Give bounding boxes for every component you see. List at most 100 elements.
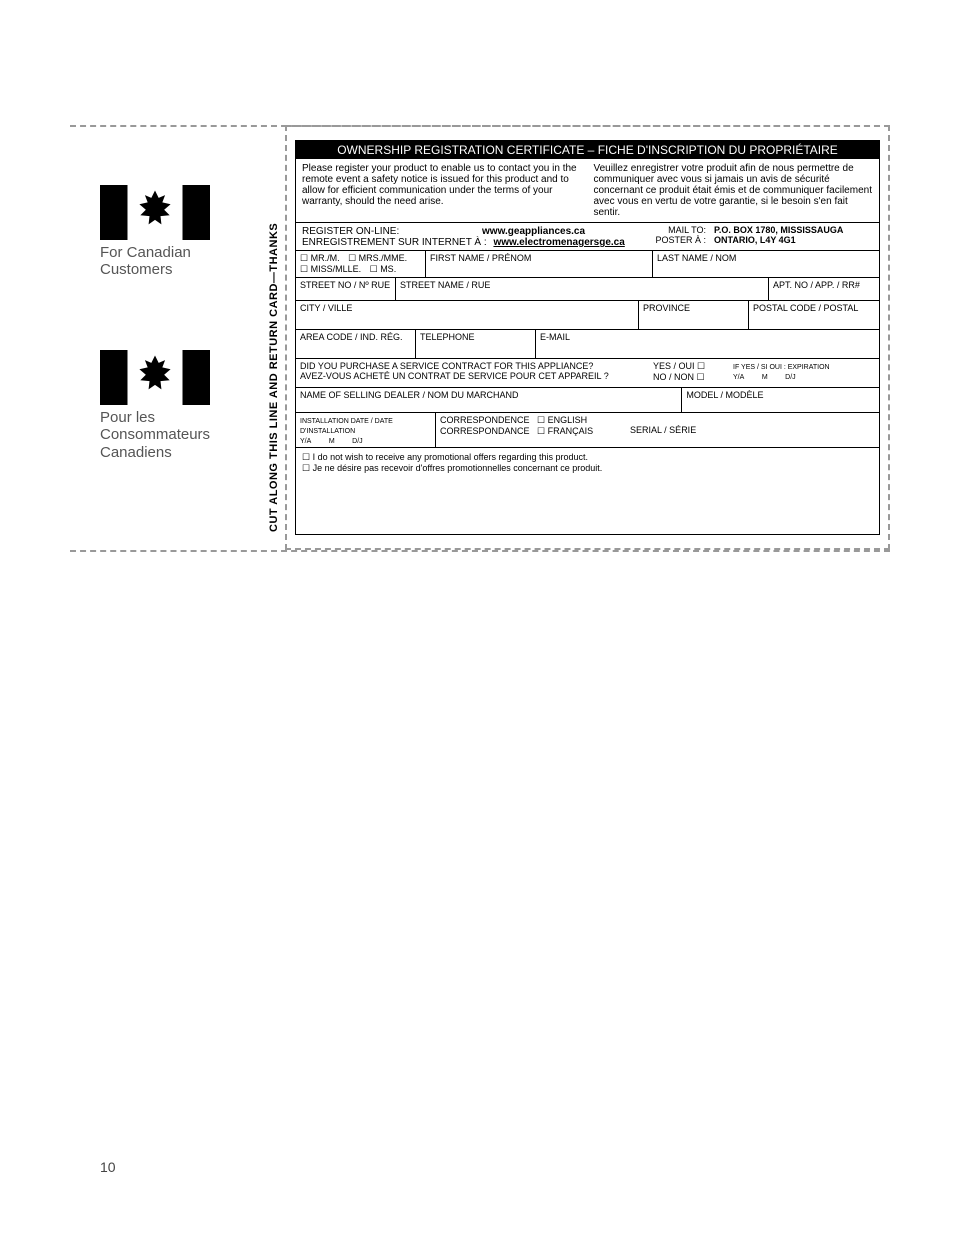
cut-line-label: CUT ALONG THIS LINE AND RETURN CARD—THAN… <box>268 223 280 532</box>
row-name: ☐ MR./M. ☐ MRS./MME. ☐ MISS/MLLE. ☐ MS. … <box>296 251 879 278</box>
areacode-field[interactable]: AREA CODE / IND. RÉG. <box>296 330 416 358</box>
install-label: INSTALLATION DATE / DATE D'INSTALLATION <box>300 418 393 435</box>
left-block-en: For Canadian Customers <box>100 185 260 279</box>
checkbox-optout-en[interactable]: ☐ I do not wish to receive any promotion… <box>302 452 588 462</box>
francais-label: FRANÇAIS <box>548 426 594 436</box>
service-yesno: YES / OUI ☐ NO / NON ☐ <box>649 359 729 387</box>
apt-label: APT. NO / APP. / RR# <box>773 280 860 290</box>
row-service: DID YOU PURCHASE A SERVICE CONTRACT FOR … <box>296 359 879 388</box>
caption-fr: Pour les Consommateurs Canadiens <box>100 409 260 461</box>
miss-label: MISS/MLLE. <box>311 264 362 274</box>
english-label: ENGLISH <box>548 415 588 425</box>
corr-fr: CORRESPONDANCE <box>440 426 530 436</box>
registration-card: OWNERSHIP REGISTRATION CERTIFICATE – FIC… <box>295 140 880 535</box>
exp-d: D/J <box>785 374 796 381</box>
row-street: STREET NO / Nº RUE STREET NAME / RUE APT… <box>296 278 879 301</box>
serial-field[interactable]: SERIAL / SÉRIE <box>626 413 879 447</box>
service-fr: AVEZ-VOUS ACHETÉ UN CONTRAT DE SERVICE P… <box>300 371 609 381</box>
card-outer: OWNERSHIP REGISTRATION CERTIFICATE – FIC… <box>285 125 890 550</box>
street-name-label: STREET NAME / RUE <box>400 280 490 290</box>
checkbox-no[interactable]: NO / NON ☐ <box>653 372 705 382</box>
areacode-label: AREA CODE / IND. RÉG. <box>300 332 403 342</box>
postal-label: POSTAL CODE / POSTAL <box>753 303 858 313</box>
service-en: DID YOU PURCHASE A SERVICE CONTRACT FOR … <box>300 361 593 371</box>
canada-flag-icon <box>100 350 260 405</box>
checkbox-mr[interactable]: ☐ MR./M. <box>300 253 340 263</box>
page: For Canadian Customers Pour les Consomma… <box>0 0 954 1235</box>
intro-row: Please register your product to enable u… <box>296 159 879 223</box>
model-label: MODEL / MODÈLE <box>686 390 763 400</box>
page-number: 10 <box>100 1159 116 1175</box>
checkbox-ms[interactable]: ☐ MS. <box>370 264 397 274</box>
optout-fr: Je ne désire pas recevoir d'offres promo… <box>313 463 603 473</box>
email-field[interactable]: E-MAIL <box>536 330 879 358</box>
inst-m: M <box>329 438 335 445</box>
register-online-fr: ENREGISTREMENT SUR INTERNET À : <box>302 237 487 248</box>
yes-label: YES / OUI <box>653 361 695 371</box>
intro-fr: Veuillez enregistrer votre produit afin … <box>588 159 880 223</box>
row-contact: AREA CODE / IND. RÉG. TELEPHONE E-MAIL <box>296 330 879 359</box>
mr-label: MR./M. <box>311 253 340 263</box>
street-no-field[interactable]: STREET NO / Nº RUE <box>296 278 396 300</box>
model-field[interactable]: MODEL / MODÈLE <box>682 388 879 412</box>
apt-field[interactable]: APT. NO / APP. / RR# <box>769 278 879 300</box>
dashed-rule-bottom <box>70 550 890 552</box>
row-city: CITY / VILLE PROVINCE POSTAL CODE / POST… <box>296 301 879 330</box>
postal-field[interactable]: POSTAL CODE / POSTAL <box>749 301 879 329</box>
no-label: NO / NON <box>653 372 694 382</box>
install-date-field[interactable]: INSTALLATION DATE / DATE D'INSTALLATION … <box>296 413 436 447</box>
telephone-field[interactable]: TELEPHONE <box>416 330 536 358</box>
mail-to-fr: POSTER À : <box>655 235 706 245</box>
checkbox-mrs[interactable]: ☐ MRS./MME. <box>348 253 407 263</box>
url-en: www.geappliances.ca <box>482 226 585 237</box>
expiration-field[interactable]: IF YES / SI OUI : EXPIRATION Y/A M D/J <box>729 359 879 387</box>
corr-en: CORRESPONDENCE <box>440 415 530 425</box>
flag-svg <box>100 185 210 240</box>
street-no-label: STREET NO / Nº RUE <box>300 280 390 290</box>
checkbox-english[interactable]: ☐ ENGLISH <box>537 415 587 425</box>
row-install: INSTALLATION DATE / DATE D'INSTALLATION … <box>296 413 879 448</box>
url-fr: www.electromenagersge.ca <box>493 237 624 248</box>
intro-en: Please register your product to enable u… <box>296 159 588 223</box>
exp-m: M <box>762 374 768 381</box>
serial-label: SERIAL / SÉRIE <box>630 425 696 435</box>
register-online-en: REGISTER ON-LINE: <box>302 226 399 237</box>
checkbox-francais[interactable]: ☐ FRANÇAIS <box>537 426 593 436</box>
dealer-field[interactable]: NAME OF SELLING DEALER / NOM DU MARCHAND <box>296 388 682 412</box>
caption-en: For Canadian Customers <box>100 244 260 279</box>
checkbox-yes[interactable]: YES / OUI ☐ <box>653 361 705 371</box>
last-name-field[interactable]: LAST NAME / NOM <box>653 251 879 277</box>
checkbox-optout-fr[interactable]: ☐ Je ne désire pas recevoir d'offres pro… <box>302 463 602 473</box>
last-name-label: LAST NAME / NOM <box>657 253 736 263</box>
ifyes-label: IF YES / SI OUI : EXPIRATION <box>733 364 830 371</box>
city-field[interactable]: CITY / VILLE <box>296 301 639 329</box>
mrs-label: MRS./MME. <box>359 253 408 263</box>
flag-svg <box>100 350 210 405</box>
inst-d: D/J <box>352 438 363 445</box>
mail-addr2: ONTARIO, L4Y 4G1 <box>714 235 796 245</box>
card-header: OWNERSHIP REGISTRATION CERTIFICATE – FIC… <box>296 141 879 159</box>
checkbox-miss[interactable]: ☐ MISS/MLLE. <box>300 264 361 274</box>
province-label: PROVINCE <box>643 303 690 313</box>
telephone-label: TELEPHONE <box>420 332 475 342</box>
optout-en: I do not wish to receive any promotional… <box>313 452 588 462</box>
exp-y: Y/A <box>733 374 744 381</box>
first-name-field[interactable]: FIRST NAME / PRÉNOM <box>426 251 653 277</box>
inst-y: Y/A <box>300 438 311 445</box>
first-name-label: FIRST NAME / PRÉNOM <box>430 253 531 263</box>
canada-flag-icon <box>100 185 260 240</box>
mail-to-en: MAIL TO: <box>668 225 706 235</box>
mail-addr-block: P.O. BOX 1780, MISSISSAUGA ONTARIO, L4Y … <box>714 225 843 245</box>
left-block-fr: Pour les Consommateurs Canadiens <box>100 350 260 461</box>
mail-to-block: MAIL TO: POSTER À : <box>636 225 706 245</box>
correspondence-block: CORRESPONDENCE ☐ ENGLISH CORRESPONDANCE … <box>436 413 626 447</box>
ms-label: MS. <box>380 264 396 274</box>
title-cell: ☐ MR./M. ☐ MRS./MME. ☐ MISS/MLLE. ☐ MS. <box>296 251 426 277</box>
city-label: CITY / VILLE <box>300 303 352 313</box>
register-row: REGISTER ON-LINE: www.geappliances.ca EN… <box>296 223 879 251</box>
street-name-field[interactable]: STREET NAME / RUE <box>396 278 769 300</box>
row-dealer: NAME OF SELLING DEALER / NOM DU MARCHAND… <box>296 388 879 413</box>
service-question: DID YOU PURCHASE A SERVICE CONTRACT FOR … <box>296 359 649 387</box>
dealer-label: NAME OF SELLING DEALER / NOM DU MARCHAND <box>300 390 519 400</box>
province-field[interactable]: PROVINCE <box>639 301 749 329</box>
